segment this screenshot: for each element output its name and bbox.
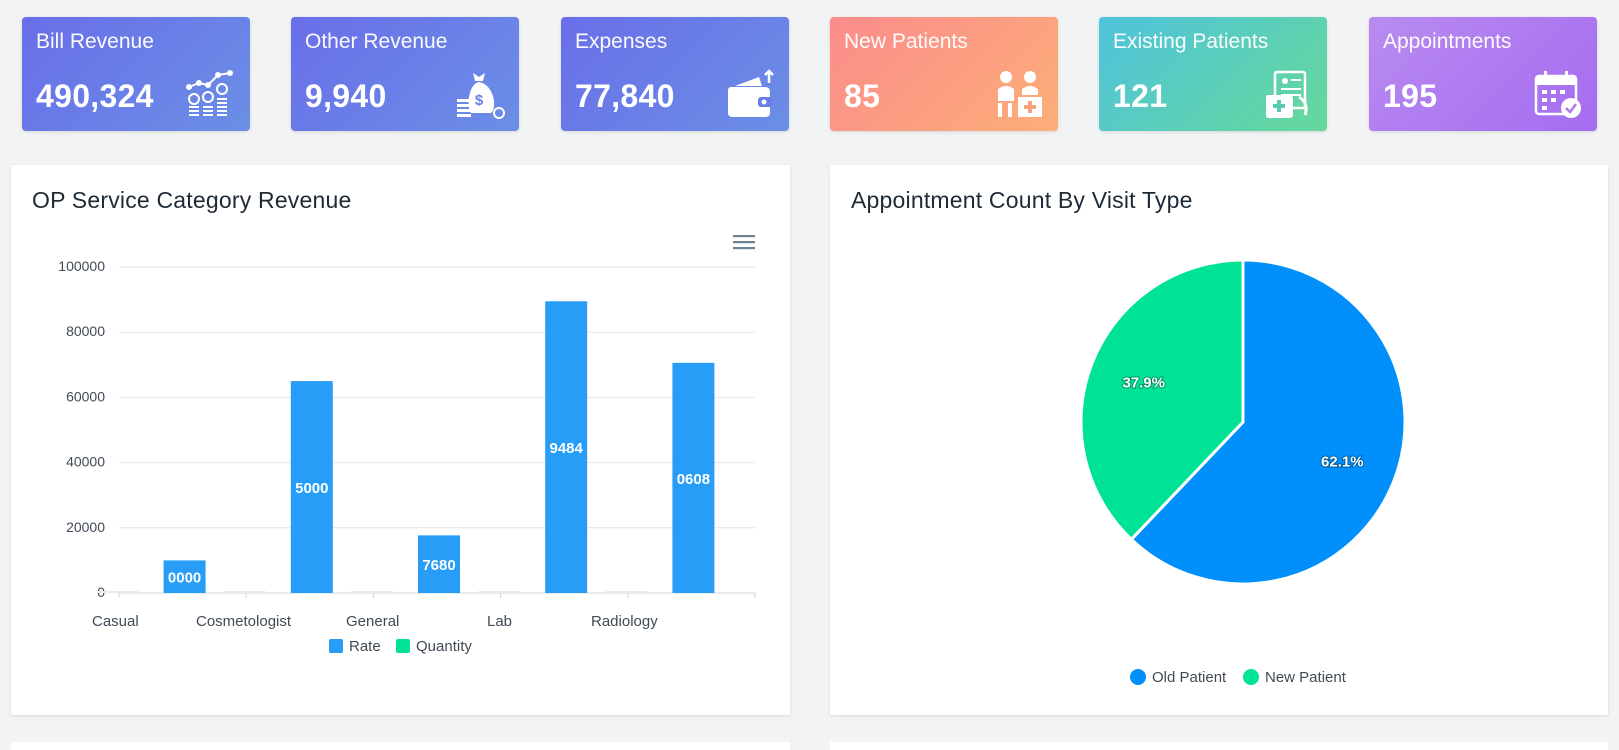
- legend-swatch: [396, 639, 410, 653]
- kpi-value: 85: [844, 78, 881, 114]
- legend-swatch: [329, 639, 343, 653]
- bar-quantity: [223, 591, 266, 593]
- medical-record-icon: [1263, 69, 1313, 119]
- kpi-card-new-patients[interactable]: New Patients 85: [830, 17, 1058, 131]
- wallet-icon: [725, 69, 775, 119]
- pie-data-label: 37.9%: [1122, 374, 1165, 391]
- pie-data-label: 62.1%: [1321, 454, 1364, 471]
- kpi-value: 9,940: [305, 78, 387, 114]
- x-category-label: Casual: [92, 613, 139, 630]
- y-tick-label: 60000: [66, 388, 105, 404]
- appointment-visit-type-card: Appointment Count By Visit Type 62.1% 37.…: [830, 165, 1608, 715]
- pie-slice: [1129, 258, 1407, 586]
- bar-quantity: [478, 591, 521, 593]
- svg-text:$: $: [475, 92, 484, 109]
- bar-quantity: [96, 591, 139, 593]
- bar-data-label: 7680: [422, 557, 455, 574]
- card-title: Appointment Count By Visit Type: [851, 187, 1193, 213]
- kpi-card-other-revenue[interactable]: Other Revenue 9,940 $: [291, 17, 519, 131]
- next-card-edge-right: [830, 742, 1608, 750]
- money-bag-coins-icon: $: [455, 69, 505, 119]
- bar-rate: [545, 301, 588, 593]
- x-category-label: General: [346, 613, 399, 630]
- legend-label: Quantity: [416, 638, 472, 655]
- legend-label: Old Patient: [1152, 669, 1227, 686]
- kpi-title: Appointments: [1383, 30, 1512, 53]
- revenue-growth-coins-icon: [186, 69, 236, 119]
- kpi-value: 195: [1383, 78, 1438, 114]
- next-card-edge-left: [11, 742, 790, 750]
- y-tick-label: 80000: [66, 323, 105, 339]
- y-tick-label: 100000: [58, 258, 105, 274]
- op-service-revenue-card: OP Service Category Revenue 020000400006…: [11, 165, 790, 715]
- kpi-value: 77,840: [575, 78, 675, 114]
- x-category-label: Cosmetologist: [196, 613, 292, 630]
- bar-chart: 0200004000060000800001000000000500076809…: [58, 258, 756, 655]
- pie-chart: 62.1% 37.9% Old Patient New Patient: [1079, 258, 1407, 686]
- pie-slice: [1079, 258, 1245, 542]
- x-category-label: Lab: [487, 613, 512, 630]
- kpi-value: 121: [1113, 78, 1168, 114]
- bar-data-label: 0608: [677, 471, 710, 488]
- bar-quantity: [605, 591, 648, 593]
- bar-rate: [672, 362, 715, 593]
- kpi-card-appointments[interactable]: Appointments 195: [1369, 17, 1597, 131]
- kpi-title: New Patients: [844, 30, 968, 53]
- kpi-title: Expenses: [575, 30, 668, 53]
- bar-rate: [163, 560, 206, 593]
- kpi-title: Other Revenue: [305, 30, 448, 53]
- kpi-card-bill-revenue[interactable]: Bill Revenue 490,324: [22, 17, 250, 131]
- bar-data-label: 0000: [168, 570, 201, 587]
- card-title: OP Service Category Revenue: [32, 187, 352, 213]
- legend-marker: [1130, 669, 1146, 685]
- kpi-card-expenses[interactable]: Expenses 77,840: [561, 17, 789, 131]
- bar-data-label: 5000: [295, 480, 328, 497]
- calendar-check-icon: [1533, 69, 1583, 119]
- bar-quantity: [351, 591, 393, 593]
- hamburger-menu-icon[interactable]: [732, 233, 756, 251]
- kpi-title: Bill Revenue: [36, 30, 154, 53]
- bar-rate: [290, 381, 333, 593]
- kpi-card-existing-patients[interactable]: Existing Patients 121: [1099, 17, 1327, 131]
- y-tick-label: 40000: [66, 454, 105, 470]
- legend-marker: [1243, 669, 1259, 685]
- y-tick-label: 20000: [66, 519, 105, 535]
- bar-rate: [418, 535, 460, 593]
- bar-data-label: 9484: [550, 440, 584, 457]
- doctor-patient-icon: [994, 69, 1044, 119]
- x-category-label: Radiology: [591, 613, 658, 630]
- legend-label: New Patient: [1265, 669, 1347, 686]
- kpi-title: Existing Patients: [1113, 30, 1269, 53]
- kpi-value: 490,324: [36, 78, 154, 114]
- legend-label: Rate: [349, 638, 381, 655]
